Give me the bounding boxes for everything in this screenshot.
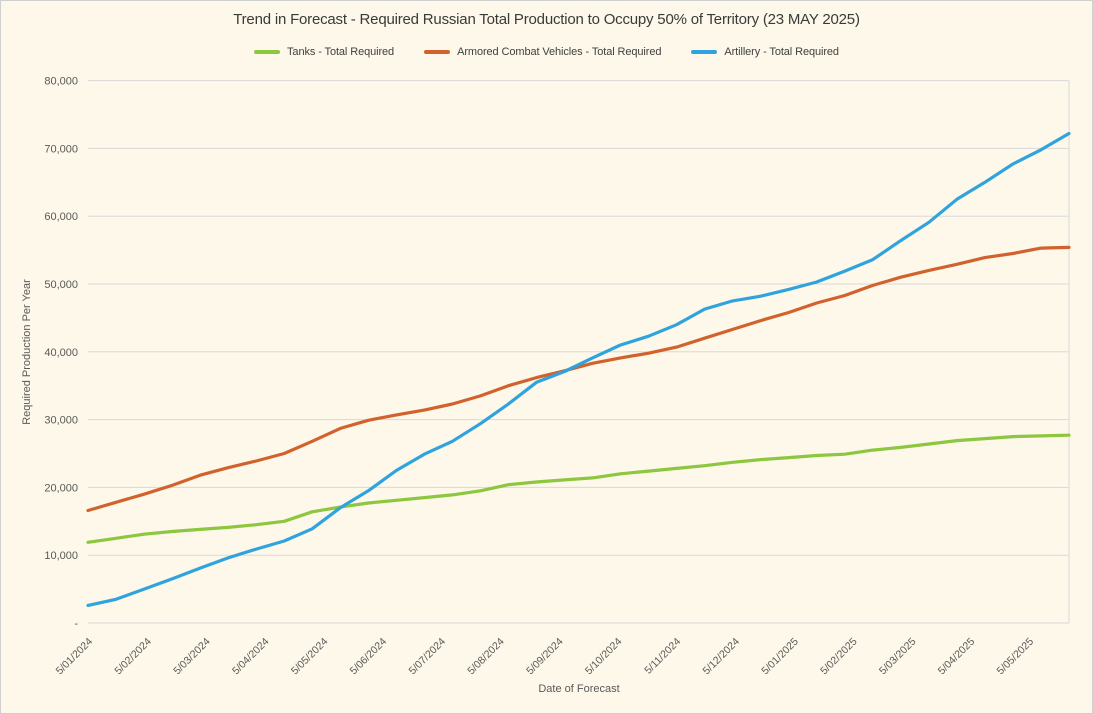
x-tick-label: 5/05/2024: [289, 636, 331, 678]
y-tick-label: 70,000: [44, 143, 78, 155]
y-tick-label: 10,000: [44, 550, 78, 562]
x-tick-label: 5/06/2024: [348, 636, 390, 678]
y-tick-label: 30,000: [44, 415, 78, 427]
y-tick-label: 60,000: [44, 211, 78, 223]
series-line-1: [88, 247, 1069, 510]
x-tick-label: 5/08/2024: [465, 636, 507, 678]
x-tick-label: 5/12/2024: [700, 636, 742, 678]
x-tick-label: 5/09/2024: [524, 636, 566, 678]
y-tick-label: 80,000: [44, 76, 78, 88]
y-tick-label: 20,000: [44, 482, 78, 494]
y-tick-label: -: [74, 618, 78, 630]
x-tick-label: 5/07/2024: [406, 636, 448, 678]
x-tick-label: 5/04/2025: [936, 636, 978, 678]
series-line-2: [88, 134, 1069, 606]
x-tick-label: 5/05/2025: [995, 636, 1037, 678]
y-tick-label: 50,000: [44, 279, 78, 291]
x-tick-label: 5/01/2025: [759, 636, 801, 678]
x-tick-label: 5/04/2024: [230, 636, 272, 678]
x-tick-label: 5/02/2025: [818, 636, 860, 678]
x-tick-label: 5/10/2024: [583, 636, 625, 678]
series-line-0: [88, 435, 1069, 542]
x-tick-label: 5/03/2024: [171, 636, 213, 678]
y-tick-label: 40,000: [44, 347, 78, 359]
x-tick-label: 5/11/2024: [642, 636, 683, 677]
x-tick-label: 5/02/2024: [112, 636, 154, 678]
plot-area: - 10,000 20,000 30,000 40,000 50,000 60,000 70,…: [1, 1, 1092, 713]
x-tick-label: 5/03/2025: [877, 636, 919, 678]
x-tick-label: 5/01/2024: [54, 636, 96, 678]
chart-canvas: Trend in Forecast - Required Russian Tot…: [0, 0, 1093, 714]
